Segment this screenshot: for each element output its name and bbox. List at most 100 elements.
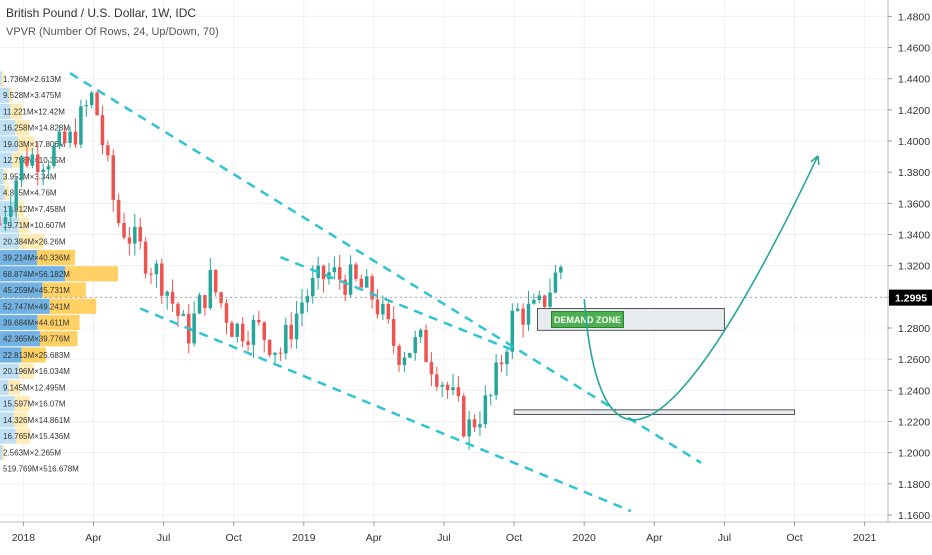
vp-label: 20.384M×26.26M <box>3 237 66 246</box>
projection-arrowhead <box>810 155 820 165</box>
candle-body <box>73 131 78 145</box>
x-tick-label: Jul <box>718 532 731 544</box>
candle-body <box>106 145 110 156</box>
vp-up-bar <box>0 249 38 266</box>
vp-down-bar <box>12 152 22 168</box>
candle-body <box>246 341 250 345</box>
candle-body <box>3 216 8 224</box>
vp-up-bar <box>0 412 14 428</box>
last-price-label: 1.2995 <box>895 293 927 305</box>
vp-label: 4.845M×4.76M <box>3 189 57 198</box>
candle-body <box>181 313 186 316</box>
candle-body <box>160 263 164 296</box>
y-tick-label: 1.1600 <box>898 510 930 522</box>
x-tick-label: 2021 <box>853 532 877 544</box>
vp-label: 1.736M×2.613M <box>3 75 61 84</box>
candle-body <box>284 324 288 354</box>
candle-body <box>467 419 471 437</box>
vp-label: 16.765M×15.436M <box>3 432 70 441</box>
candle-body <box>224 303 229 323</box>
candle-body <box>381 303 385 315</box>
x-tick-label: Jul <box>437 532 450 544</box>
candle-body <box>52 145 56 167</box>
vp-down-bar <box>37 249 76 266</box>
candle-body <box>483 395 488 425</box>
candle-body <box>505 351 509 365</box>
vp-label: 22.813M×25.683M <box>3 351 70 360</box>
candle-body <box>0 223 2 225</box>
candle-body <box>62 131 67 144</box>
vp-label: 14.326M×14.861M <box>3 416 70 425</box>
vp-label: 9.528M×3.475M <box>3 91 61 100</box>
vp-down-bar <box>4 185 10 201</box>
candle-body <box>235 323 240 337</box>
candle-body <box>57 131 62 146</box>
candle-body <box>257 319 261 323</box>
candle-body <box>165 291 169 296</box>
candle-body <box>111 155 115 200</box>
y-tick-label: 1.4200 <box>898 105 930 117</box>
candle-body <box>359 278 364 288</box>
x-tick-label: Jul <box>157 532 170 544</box>
candle-body <box>311 278 315 297</box>
vp-up-bar <box>0 71 2 87</box>
candle-body <box>19 156 24 181</box>
candle-body <box>440 384 444 387</box>
candle-body <box>499 362 504 365</box>
y-tick-label: 1.4000 <box>898 136 930 148</box>
vp-label: 9.145M×12.495M <box>3 383 66 392</box>
vp-label: 19.03M×17.806M <box>3 140 66 149</box>
candle-body <box>267 340 272 355</box>
vp-down-bar <box>17 136 35 152</box>
vp-label: 15.597M×16.07M <box>3 400 66 409</box>
demand-zone-label: DEMAND ZONE <box>554 315 621 325</box>
vp-label: 19.71M×10.607M <box>3 221 66 230</box>
candle-body <box>364 276 369 288</box>
vp-down-bar <box>21 347 46 363</box>
y-tick-label: 1.4600 <box>898 43 930 55</box>
candle-body <box>337 267 342 280</box>
y-tick-label: 1.2200 <box>898 416 930 428</box>
candle-body <box>95 92 99 116</box>
candle-body <box>89 92 94 106</box>
candle-body <box>84 105 89 107</box>
candle-body <box>542 295 547 307</box>
candle-body <box>143 241 148 274</box>
vp-label: 45.259M×45.731M <box>3 286 70 295</box>
vp-down-bar <box>19 233 45 249</box>
vp-up-bar <box>0 347 22 363</box>
vp-label: 39.684M×44.611M <box>3 318 70 327</box>
x-tick-label: Apr <box>646 532 663 544</box>
candle-body <box>79 106 83 145</box>
candle-body <box>41 169 45 173</box>
candle-body <box>30 154 35 166</box>
vp-up-bar <box>0 120 16 136</box>
vp-label: 2.563M×2.265M <box>3 448 61 457</box>
candle-body <box>68 131 72 144</box>
channel-line <box>279 255 515 352</box>
candle-body <box>154 263 159 275</box>
candle-body <box>213 269 218 293</box>
vp-up-bar <box>0 185 5 201</box>
candle-body <box>456 387 461 397</box>
vp-label: 11.221M×12.42M <box>3 107 65 116</box>
vp-down-bar <box>19 363 35 379</box>
candle-body <box>424 329 428 363</box>
vp-down-bar <box>49 298 97 314</box>
candle-body <box>494 362 498 396</box>
candle-body <box>408 352 412 358</box>
vp-down-bar <box>16 201 24 217</box>
y-tick-label: 1.3200 <box>898 261 930 273</box>
candle-body <box>370 276 374 300</box>
candle-body <box>321 265 326 280</box>
y-tick-label: 1.2800 <box>898 323 930 335</box>
candle-body <box>478 424 482 428</box>
vp-up-bar <box>0 363 20 379</box>
x-tick-label: Oct <box>506 532 522 544</box>
candle-body <box>559 266 563 273</box>
vp-up-bar <box>0 87 9 103</box>
candle-body <box>127 237 132 244</box>
x-tick-label: 2018 <box>12 532 36 544</box>
